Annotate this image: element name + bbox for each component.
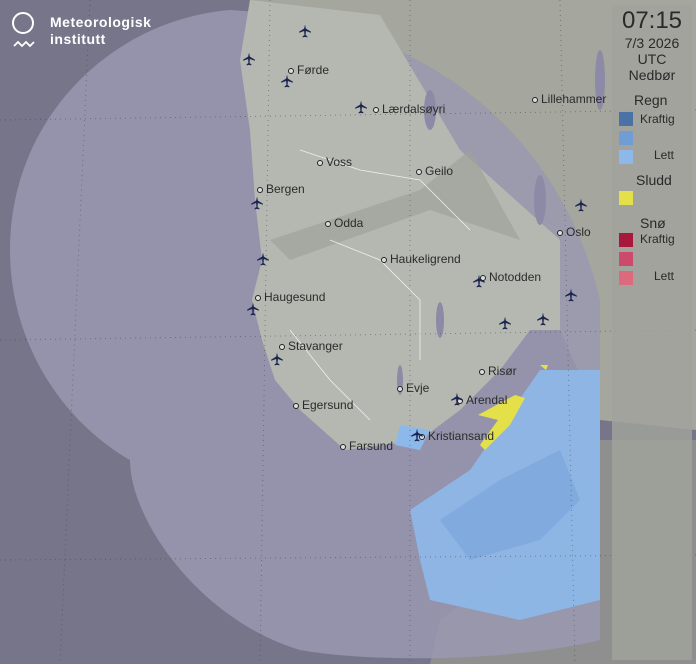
airplane-icon: [410, 428, 424, 442]
time: 07:15: [621, 7, 683, 34]
rain-area: [395, 425, 430, 450]
city-haugesund: Haugesund: [254, 290, 326, 304]
city-stavanger: Stavanger: [279, 339, 343, 353]
airplane-icon: [574, 198, 588, 212]
sleet-area: [478, 395, 525, 450]
swatch-rain-heavy: [619, 112, 633, 126]
legend-title: Nedbør: [628, 67, 676, 83]
city-voss: Voss: [316, 155, 353, 169]
radar-shadow: [270, 150, 520, 260]
airplane-icon: [246, 302, 260, 316]
airplane-icon: [450, 392, 464, 406]
airplane-icon: [472, 274, 486, 288]
airplane-icon: [280, 74, 294, 88]
snow-heavy-label: Kraftig: [640, 232, 675, 246]
city-haukeligrend: Haukeligrend: [381, 252, 461, 266]
logo-line2: institutt: [50, 31, 106, 47]
city-farsund: Farsund: [339, 439, 394, 453]
swatch-rain-light: [619, 150, 633, 164]
airplane-icon: [250, 196, 264, 210]
sleet-area: [540, 365, 548, 370]
city-bergen: Bergen: [257, 182, 305, 196]
airplane-icon: [298, 24, 312, 38]
legend-panel: 07:15 7/3 2026 UTC Nedbør Regn Kraftig L…: [612, 5, 692, 660]
airplane-icon: [270, 352, 284, 366]
city-risor: Risør: [479, 364, 517, 378]
rain-light-label: Lett: [654, 148, 675, 162]
city-egersund: Egersund: [292, 398, 354, 412]
grid-line: [59, 0, 91, 664]
grid-line: [0, 109, 696, 121]
swatch-snow-medium: [619, 252, 633, 266]
grid-line: [259, 0, 271, 664]
city-lillehammer: Lillehammer: [531, 92, 607, 106]
lake: [595, 50, 605, 110]
city-evje: Evje: [396, 381, 430, 395]
swatch-snow-heavy: [619, 233, 633, 247]
lake: [436, 302, 444, 338]
snow-label: Snø: [640, 215, 666, 231]
timezone: UTC: [637, 51, 667, 67]
lake: [534, 175, 546, 225]
city-oslo: Oslo: [557, 225, 591, 239]
swatch-snow-light: [619, 271, 633, 285]
wave-icon: [13, 40, 35, 48]
airplane-icon: [536, 312, 550, 326]
city-forde: Førde: [287, 63, 330, 77]
met-logo-icon: [12, 12, 34, 34]
city-laerdalsoyri: Lærdalsøyri: [372, 102, 446, 116]
sleet-label: Sludd: [636, 172, 672, 188]
grid-line: [0, 554, 696, 561]
airplane-icon: [564, 288, 578, 302]
city-kristiansand: Kristiansand: [418, 429, 495, 443]
rain-area: [440, 450, 580, 560]
rain-label: Regn: [634, 92, 668, 108]
lake: [424, 90, 436, 130]
land-in-radar: [240, 0, 560, 450]
city-notodden: Notodden: [479, 270, 542, 284]
airplane-icon: [256, 252, 270, 266]
county-border: [289, 149, 471, 421]
airplane-icon: [354, 100, 368, 114]
airplane-icon: [242, 52, 256, 66]
logo-line1: Meteorologisk: [50, 14, 152, 30]
grid-line: [559, 0, 576, 664]
city-odda: Odda: [324, 216, 364, 230]
swatch-rain-medium: [619, 131, 633, 145]
city-geilo: Geilo: [415, 164, 454, 178]
snow-light-label: Lett: [654, 269, 675, 283]
grid-line: [0, 329, 696, 341]
date: 7/3 2026: [624, 35, 680, 51]
swatch-sleet: [619, 191, 633, 205]
airplane-icon: [498, 316, 512, 330]
rain-heavy-label: Kraftig: [640, 112, 675, 126]
city-arendal: Arendal: [456, 393, 508, 407]
